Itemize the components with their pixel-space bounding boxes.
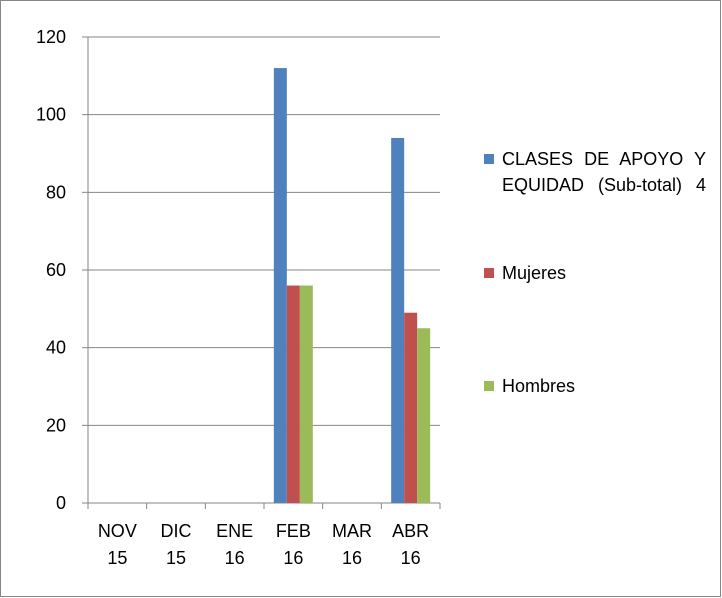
x-tick-label: ENE 16	[216, 521, 253, 568]
legend-entry: Mujeres	[484, 260, 706, 286]
legend-label: Mujeres	[502, 263, 567, 283]
legend-label: CLASES DE APOYO Y EQUIDAD (Sub-total) 4	[502, 149, 706, 195]
x-tick-label: MAR 16	[332, 521, 372, 568]
bar	[273, 68, 287, 504]
bar	[391, 137, 405, 503]
legend-entry: Hombres	[484, 373, 706, 399]
y-tick-label: 60	[46, 260, 66, 280]
legend-label: Hombres	[502, 376, 576, 396]
legend-swatch	[484, 268, 494, 278]
y-tick-label: 20	[46, 415, 66, 435]
legend-swatch	[484, 154, 494, 164]
bar	[404, 312, 418, 503]
x-tick-label: DIC 15	[161, 521, 192, 568]
y-tick-label: 120	[36, 27, 66, 47]
bar	[286, 285, 300, 503]
legend-swatch	[484, 381, 494, 391]
x-tick-label: FEB 16	[276, 521, 311, 568]
bar	[417, 328, 431, 503]
y-tick-label: 80	[46, 182, 66, 202]
y-tick-label: 40	[46, 338, 66, 358]
y-tick-label: 0	[56, 493, 66, 513]
legend-entry: CLASES DE APOYO Y EQUIDAD (Sub-total) 4	[484, 146, 706, 198]
bar	[299, 285, 313, 503]
x-tick-label: NOV 15	[98, 521, 137, 568]
y-tick-label: 100	[36, 105, 66, 125]
x-tick-label: ABR 16	[392, 521, 429, 568]
